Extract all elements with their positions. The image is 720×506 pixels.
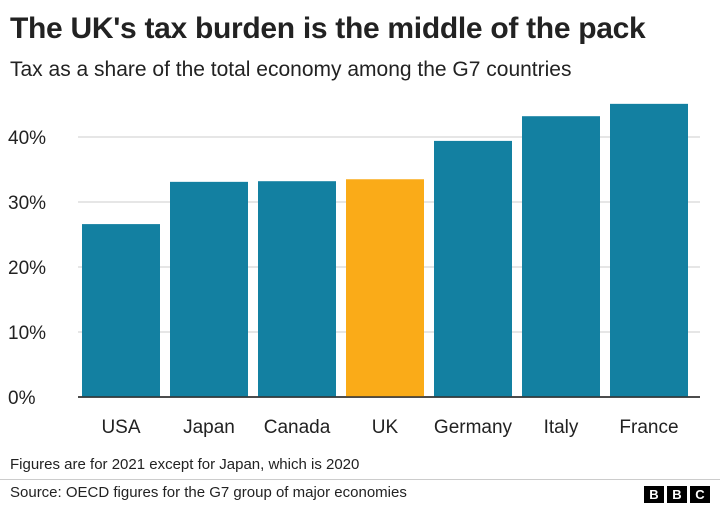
bar-italy <box>522 116 600 397</box>
bbc-logo: B B C <box>644 486 710 503</box>
y-tick-label: 40% <box>8 128 46 149</box>
logo-letter: C <box>690 486 710 503</box>
bar-usa <box>82 224 160 397</box>
bar-chart: 0% 10% 20% 30% 40% USA Japan Canada UK Germany Ita… <box>8 103 700 438</box>
x-tick-label: Japan <box>183 417 235 438</box>
bar-japan <box>170 181 248 397</box>
bar-canada <box>258 181 336 397</box>
bar-germany <box>434 140 512 397</box>
y-tick-label: 10% <box>8 323 46 344</box>
x-tick-label: UK <box>372 417 399 438</box>
bar-france <box>610 103 688 397</box>
y-tick-label: 30% <box>8 193 46 214</box>
chart-subtitle: Tax as a share of the total economy amon… <box>10 58 572 81</box>
bar-uk <box>346 179 424 397</box>
x-tick-label: USA <box>101 417 140 438</box>
logo-letter: B <box>644 486 664 503</box>
y-tick-label: 20% <box>8 258 46 279</box>
chart-note: Figures are for 2021 except for Japan, w… <box>10 456 360 473</box>
x-tick-label: Italy <box>544 417 579 438</box>
x-tick-label: France <box>619 417 678 438</box>
x-tick-label: Canada <box>264 417 331 438</box>
x-tick-label: Germany <box>434 417 513 438</box>
divider <box>0 479 720 480</box>
source-text: Source: OECD figures for the G7 group of… <box>10 484 407 501</box>
y-tick-label: 0% <box>8 388 36 409</box>
chart-title: The UK's tax burden is the middle of the… <box>10 12 646 45</box>
logo-letter: B <box>667 486 687 503</box>
